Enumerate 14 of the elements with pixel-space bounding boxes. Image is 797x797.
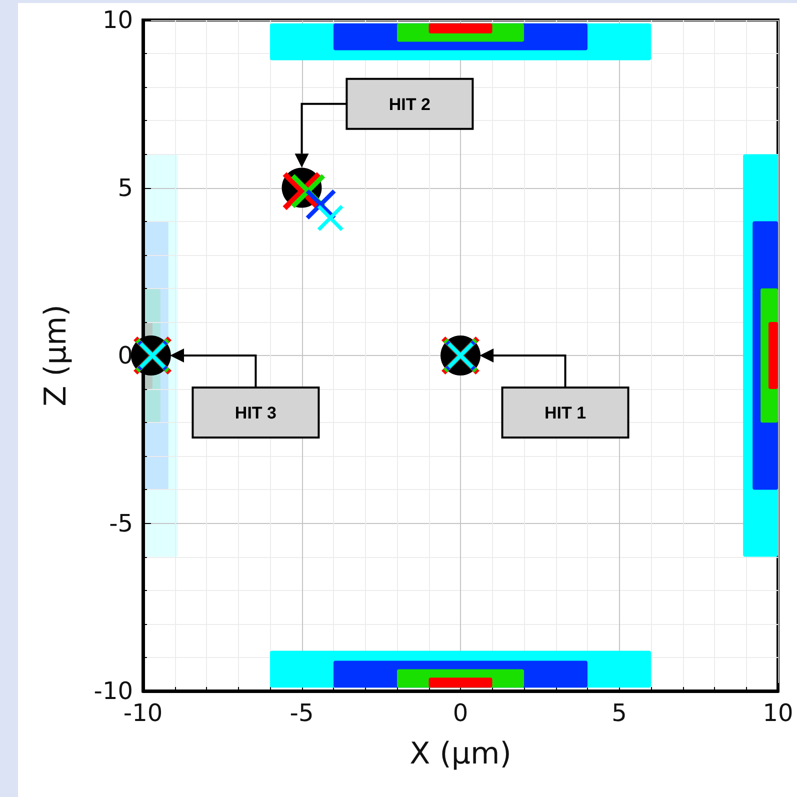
y-tick-label: -10 xyxy=(94,677,133,705)
x-tick-label: -5 xyxy=(290,699,314,727)
y-tick-label: 0 xyxy=(118,342,133,370)
y-tick-label: 5 xyxy=(118,174,133,202)
annotation: HIT 1 xyxy=(544,404,586,423)
x-tick-label: 0 xyxy=(452,699,468,727)
y-tick-label: 10 xyxy=(102,6,133,34)
x-axis-title: X (µm) xyxy=(410,736,512,772)
annotation: HIT 3 xyxy=(234,404,276,423)
annotation: HIT 2 xyxy=(388,94,430,114)
y-tick-label: -5 xyxy=(109,509,133,538)
x-tick-label: 5 xyxy=(612,699,627,727)
y-axis-title: Z (µm) xyxy=(38,304,74,406)
x-tick-label: 10 xyxy=(762,699,794,727)
